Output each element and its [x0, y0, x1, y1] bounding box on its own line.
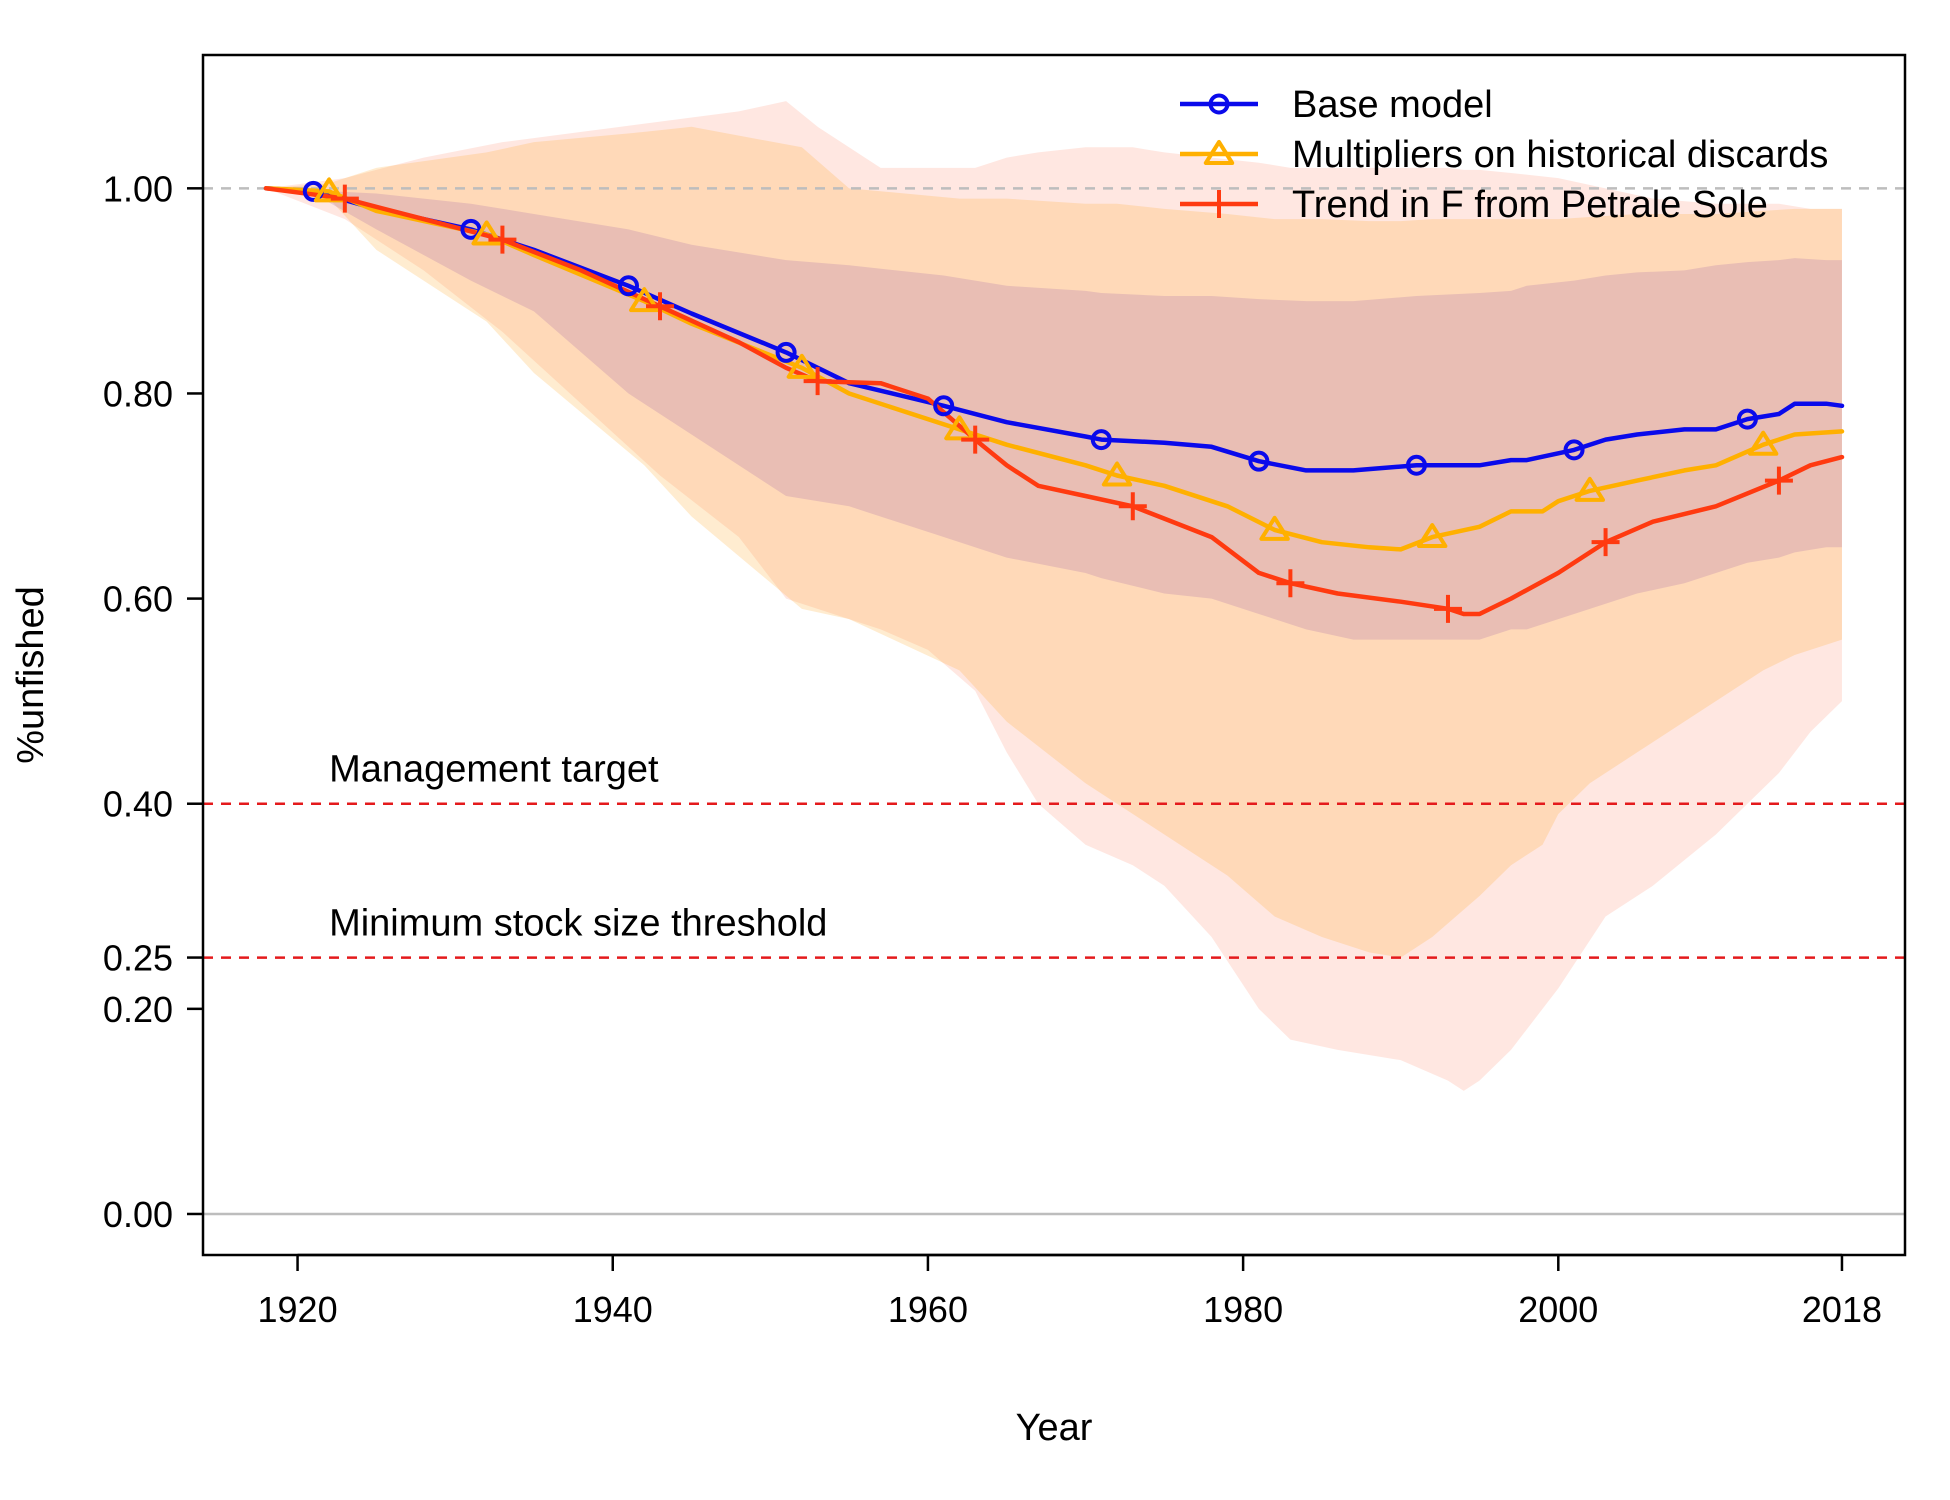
- marker-base-model: [1405, 454, 1427, 476]
- marker-trend-in-f-from-petrale-sole: [1591, 528, 1620, 557]
- band-multipliers-on-historical-discards: [266, 126, 1842, 958]
- y-tick-label: 0.80: [103, 373, 173, 414]
- legend-swatch-marker: [1208, 93, 1230, 115]
- marker-base-model: [1736, 408, 1758, 430]
- x-tick-label: 2018: [1802, 1289, 1882, 1330]
- x-tick-label: 1920: [258, 1289, 338, 1330]
- y-tick-label: 0.40: [103, 784, 173, 825]
- marker-multipliers-on-historical-discards: [786, 353, 818, 379]
- marker-multipliers-on-historical-discards: [313, 177, 345, 203]
- x-axis: 1920 1940 1960 1980 2000 2018: [258, 1253, 1882, 1330]
- y-tick-label: 1.00: [103, 168, 173, 209]
- legend-swatch-marker: [1203, 140, 1235, 165]
- reference-label-minimum-stock-size-threshold: Minimum stock size threshold: [329, 903, 827, 945]
- legend-item-base-model: Base model: [1180, 84, 1493, 126]
- marker-trend-in-f-from-petrale-sole: [488, 225, 517, 254]
- reference-labels: Management target Minimum stock size thre…: [329, 749, 827, 945]
- legend: Base model Multipliers on historical disc…: [1180, 84, 1828, 226]
- marker-trend-in-f-from-petrale-sole: [961, 425, 990, 454]
- marker-trend-in-f-from-petrale-sole: [330, 184, 359, 213]
- legend-item-multipliers-on-historical-discards: Multipliers on historical discards: [1180, 134, 1828, 176]
- marker-base-model: [775, 341, 797, 363]
- x-axis-title: Year: [1016, 1407, 1093, 1449]
- marker-trend-in-f-from-petrale-sole: [1433, 594, 1462, 623]
- legend-item-trend-in-f-from-petrale-sole: Trend in F from Petrale Sole: [1180, 184, 1768, 226]
- marker-multipliers-on-historical-discards: [471, 220, 502, 246]
- line-base-model: [263, 186, 1845, 473]
- marker-trend-in-f-from-petrale-sole: [1764, 466, 1793, 495]
- reference-label-management-target: Management target: [329, 749, 659, 791]
- band-trend-in-f-from-petrale-sole: [266, 101, 1842, 1091]
- legend-label: Base model: [1292, 84, 1493, 126]
- series-markers: [302, 177, 1793, 623]
- marker-multipliers-on-historical-discards: [944, 415, 975, 441]
- marker-trend-in-f-from-petrale-sole: [803, 367, 832, 396]
- legend-label: Multipliers on historical discards: [1292, 134, 1828, 176]
- y-tick-label: 0.20: [103, 989, 173, 1030]
- marker-multipliers-on-historical-discards: [1417, 523, 1448, 549]
- marker-multipliers-on-historical-discards: [1574, 476, 1606, 502]
- y-tick-label: 0.25: [103, 938, 173, 979]
- x-tick-label: 2000: [1518, 1289, 1598, 1330]
- y-axis-title: %unfished: [10, 586, 52, 763]
- x-tick-label: 1960: [888, 1289, 968, 1330]
- marker-base-model: [933, 395, 955, 417]
- marker-multipliers-on-historical-discards: [1259, 515, 1290, 541]
- marker-multipliers-on-historical-discards: [629, 287, 660, 313]
- marker-base-model: [1090, 429, 1112, 451]
- marker-base-model: [460, 218, 482, 240]
- marker-trend-in-f-from-petrale-sole: [1118, 492, 1147, 521]
- marker-multipliers-on-historical-discards: [1747, 430, 1779, 456]
- x-tick-label: 1980: [1203, 1289, 1283, 1330]
- marker-trend-in-f-from-petrale-sole: [1276, 569, 1305, 598]
- marker-base-model: [618, 275, 639, 297]
- line-trend-in-f-from-petrale-sole: [263, 186, 1845, 617]
- legend-label: Trend in F from Petrale Sole: [1292, 184, 1768, 226]
- y-axis: 0.00 0.20 0.25 0.40 0.60 0.80 1.00: [103, 168, 203, 1235]
- marker-base-model: [1248, 450, 1270, 472]
- y-tick-label: 0.00: [103, 1194, 173, 1235]
- reference-lines: [203, 187, 1905, 1216]
- x-tick-label: 1940: [573, 1289, 653, 1330]
- marker-base-model: [1563, 439, 1585, 461]
- marker-trend-in-f-from-petrale-sole: [646, 292, 675, 321]
- marker-multipliers-on-historical-discards: [1101, 461, 1133, 487]
- legend-swatch-marker: [1205, 190, 1233, 218]
- series-lines: [263, 186, 1845, 617]
- y-tick-label: 0.60: [103, 579, 173, 620]
